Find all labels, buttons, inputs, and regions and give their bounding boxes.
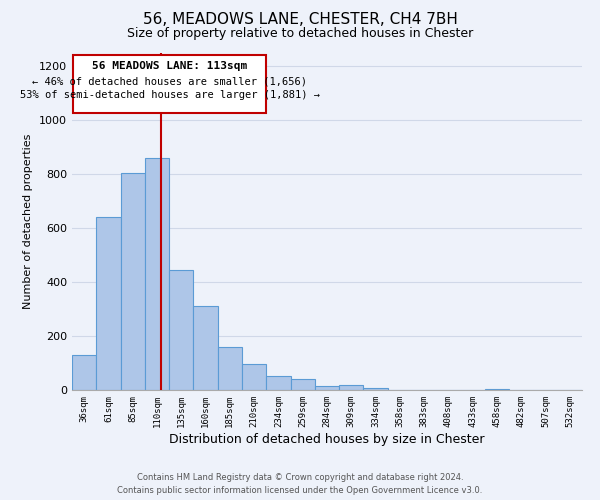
Bar	[96, 217, 121, 390]
Bar	[145, 158, 169, 390]
Y-axis label: Number of detached properties: Number of detached properties	[23, 134, 34, 309]
Bar	[121, 172, 145, 390]
Text: 56, MEADOWS LANE, CHESTER, CH4 7BH: 56, MEADOWS LANE, CHESTER, CH4 7BH	[143, 12, 457, 28]
Bar	[218, 348, 242, 390]
Text: 53% of semi-detached houses are larger (1,881) →: 53% of semi-detached houses are larger (…	[20, 90, 320, 100]
Bar	[290, 378, 315, 390]
Bar	[72, 355, 96, 390]
FancyBboxPatch shape	[73, 54, 266, 114]
Bar	[169, 270, 193, 390]
Text: Contains HM Land Registry data © Crown copyright and database right 2024.
Contai: Contains HM Land Registry data © Crown c…	[118, 473, 482, 495]
Bar	[242, 364, 266, 390]
Text: Size of property relative to detached houses in Chester: Size of property relative to detached ho…	[127, 28, 473, 40]
Bar	[339, 384, 364, 390]
Bar	[315, 386, 339, 390]
Bar	[193, 306, 218, 390]
X-axis label: Distribution of detached houses by size in Chester: Distribution of detached houses by size …	[169, 432, 485, 446]
Bar	[485, 388, 509, 390]
Bar	[364, 388, 388, 390]
Text: ← 46% of detached houses are smaller (1,656): ← 46% of detached houses are smaller (1,…	[32, 76, 307, 86]
Bar	[266, 376, 290, 390]
Text: 56 MEADOWS LANE: 113sqm: 56 MEADOWS LANE: 113sqm	[92, 60, 247, 70]
